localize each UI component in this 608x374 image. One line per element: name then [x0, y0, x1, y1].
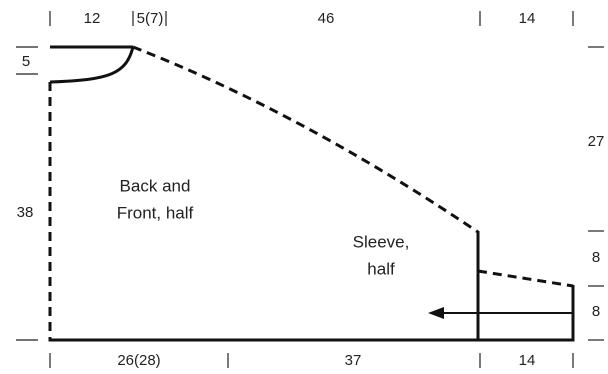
dimension-label: 38 — [17, 204, 34, 221]
piece-label: Front, half — [117, 203, 194, 222]
outline — [48, 45, 575, 342]
dimension-label: 26(28) — [117, 352, 160, 369]
dimension-label: 12 — [84, 10, 101, 27]
piece-label: half — [367, 259, 395, 278]
dimension-label: 5(7) — [137, 10, 164, 27]
dimension-label: 14 — [519, 352, 536, 369]
dimension-label: 8 — [592, 249, 600, 266]
dimension-label: 37 — [345, 352, 362, 369]
dimension-label: 14 — [519, 10, 536, 27]
dimension-label: 46 — [318, 10, 335, 27]
piece-label: Sleeve, — [353, 232, 410, 251]
dimension-label: 27 — [588, 133, 605, 150]
dimension-label: 8 — [592, 303, 600, 320]
dimension-label: 5 — [22, 53, 30, 70]
piece-label: Back and — [120, 176, 191, 195]
dimension-ticks — [16, 11, 604, 368]
